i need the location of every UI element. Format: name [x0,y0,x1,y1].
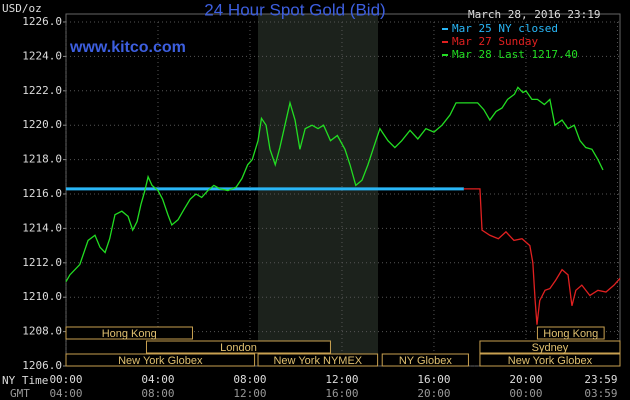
gmt-label: GMT [10,387,30,400]
session-box [479,353,621,367]
timestamp: March 28, 2016 23:19 [468,8,600,21]
ny-time-label: NY Time [2,374,48,387]
session-box [479,340,621,354]
y-tick-label: 1222.0 [22,84,62,97]
x-tick-label: 23:59 [584,373,617,386]
session-label: Sydney [532,342,569,354]
session-label: Hong Kong [543,328,598,340]
x-tick-label: 04:00 [141,373,174,386]
y-tick-label: 1214.0 [22,221,62,234]
gmt-tick-label: 08:00 [141,387,174,400]
price-line [463,188,621,325]
session-box [381,353,469,367]
gmt-tick-label: 04:00 [49,387,82,400]
x-tick-label: 16:00 [417,373,450,386]
y-tick-label: 1216.0 [22,187,62,200]
gmt-tick-label: 12:00 [233,387,266,400]
y-tick-label: 1208.0 [22,325,62,338]
session-label: NY Globex [399,355,452,367]
session-box [257,353,379,367]
gmt-tick-label: 03:59 [584,387,617,400]
x-tick-label: 12:00 [325,373,358,386]
session-label: London [220,342,257,354]
gmt-tick-label: 00:00 [509,387,542,400]
y-tick-label: 1218.0 [22,153,62,166]
x-tick-label: 20:00 [509,373,542,386]
session-label: Hong Kong [102,328,157,340]
session-box [65,326,193,340]
unit-label: USD/oz [2,2,42,15]
session-box [536,326,605,340]
session-label: New York NYMEX [273,355,362,367]
y-tick-label: 1220.0 [22,118,62,131]
gmt-tick-label: 20:00 [417,387,450,400]
gmt-tick-label: 16:00 [325,387,358,400]
session-label: New York Globex [118,355,203,367]
price-line [65,86,604,283]
legend-label: Mar 27 Sunday [452,35,538,48]
session-label: New York Globex [508,355,593,367]
y-tick-label: 1210.0 [22,290,62,303]
session-box [65,353,256,367]
y-tick-label: 1206.0 [22,359,62,372]
legend-label: Mar 25 NY closed [452,22,558,35]
y-tick-label: 1226.0 [22,15,62,28]
y-tick-label: 1212.0 [22,256,62,269]
x-tick-label: 00:00 [49,373,82,386]
legend-label: Mar 28 Last 1217.40 [452,48,578,61]
y-tick-label: 1224.0 [22,49,62,62]
session-box [145,340,331,354]
website: www.kitco.com [69,39,186,56]
x-tick-label: 08:00 [233,373,266,386]
chart-title: 24 Hour Spot Gold (Bid) [204,0,385,19]
